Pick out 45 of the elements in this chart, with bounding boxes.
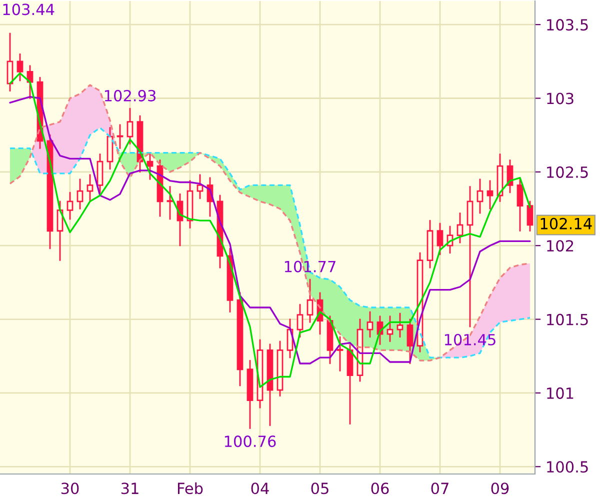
annotation: 101.45 <box>444 334 496 346</box>
candlestick <box>96 154 104 194</box>
candlestick <box>396 312 404 338</box>
candlestick <box>126 108 134 145</box>
candlestick <box>166 186 174 220</box>
y-tick-label: 101 <box>547 387 574 399</box>
x-tick-label: 09 <box>491 482 509 494</box>
annotation: 101.77 <box>284 260 336 272</box>
x-tick-label: 07 <box>431 482 448 494</box>
annotation: 100.76 <box>224 436 276 448</box>
candlestick <box>76 178 84 210</box>
x-tick-label: 06 <box>371 482 389 494</box>
y-tick-label: 101.5 <box>547 314 588 326</box>
x-tick-label: 04 <box>251 482 269 494</box>
candlestick <box>16 53 24 82</box>
candlestick <box>116 124 124 150</box>
candlestick <box>436 222 444 256</box>
candlestick <box>406 318 414 364</box>
candlestick <box>456 212 464 244</box>
candlestick <box>476 178 484 214</box>
candlestick <box>526 200 534 232</box>
candlestick <box>86 174 94 202</box>
candlestick <box>336 336 344 372</box>
y-tick-label: 103.5 <box>547 19 588 31</box>
candlestick <box>516 177 524 232</box>
annotation: 102.93 <box>104 90 156 102</box>
candlestick <box>466 186 474 328</box>
candlestick <box>146 154 154 180</box>
x-tick-label: 05 <box>311 482 328 494</box>
candlestick <box>366 311 374 338</box>
candlestick <box>386 316 394 342</box>
x-tick-label: 31 <box>121 482 138 494</box>
candlestick <box>196 174 204 200</box>
y-tick-label: 102.5 <box>547 166 588 178</box>
candlestick <box>486 180 494 210</box>
x-tick-label: 30 <box>61 482 79 494</box>
candlestick <box>296 304 304 338</box>
y-tick-label: 100.5 <box>547 461 588 473</box>
candlestick <box>306 278 314 323</box>
annotation: 103.44 <box>3 4 54 16</box>
x-tick-label: Feb <box>178 482 203 494</box>
candlestick <box>66 192 74 220</box>
y-tick-label: 102 <box>547 240 574 252</box>
text: 102.14 <box>540 218 592 230</box>
y-tick-label: 103 <box>547 92 574 104</box>
